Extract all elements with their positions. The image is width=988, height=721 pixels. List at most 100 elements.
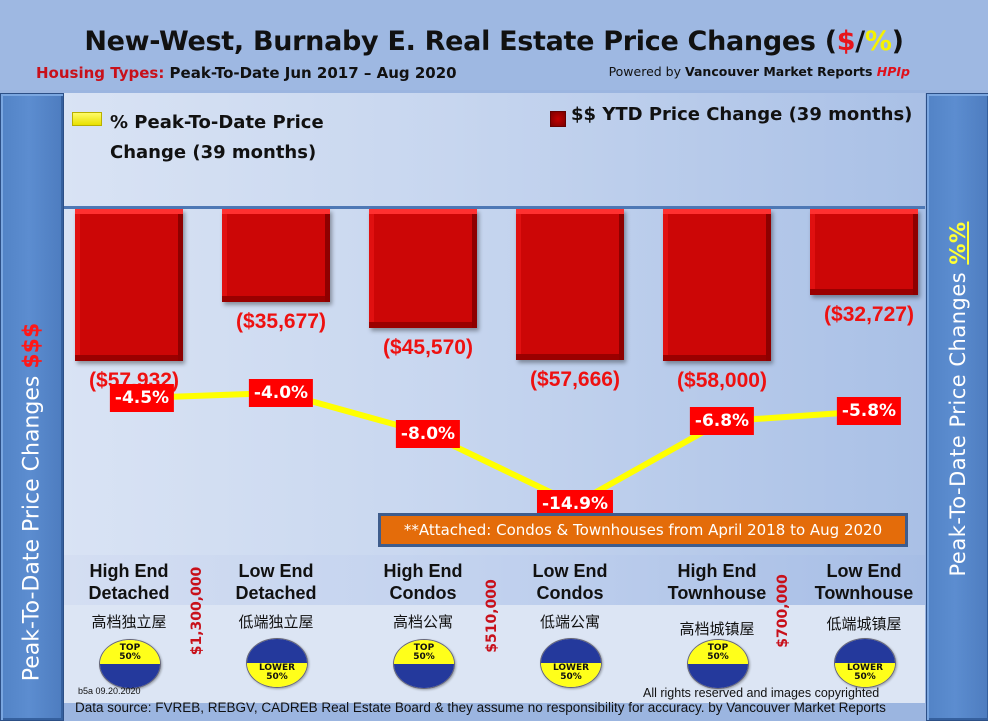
badge-line2: 50% [266, 672, 288, 682]
percent-label: -6.8% [689, 407, 755, 436]
left-axis-banner: Peak-To-Date Price Changes $$$ [0, 93, 64, 721]
category-chinese-label: 低端公寓 [539, 613, 601, 631]
threshold-detached: $1,300,000 [189, 566, 205, 656]
badge-line2: 50% [560, 672, 582, 682]
title-close: ) [891, 26, 904, 57]
legend-bar-swatch [550, 111, 566, 127]
legend-bar-label: $$ YTD Price Change (39 months) [571, 104, 913, 125]
percent-label: -8.0% [395, 419, 461, 448]
percent-label: -5.8% [836, 397, 902, 426]
data-source-note: Data source: FVREB, REBGV, CADREB Real E… [75, 700, 886, 715]
category-chinese-label: 低端独立屋 [238, 613, 314, 631]
price-bar-label: ($35,677) [236, 310, 326, 334]
badge-line1: LOWER [552, 663, 590, 673]
subtitle: Housing Types: Peak-To-Date Jun 2017 – A… [36, 64, 457, 82]
chart-title: New-West, Burnaby E. Real Estate Price C… [0, 26, 988, 57]
category-label: High End Detached [64, 560, 194, 604]
badge-line1: TOP [119, 643, 141, 653]
attached-note-banner: **Attached: Condos & Townhouses from Apr… [378, 513, 908, 547]
category-label: High End Townhouse [652, 560, 782, 604]
price-bar-label: ($58,000) [677, 369, 767, 392]
badge-line2: 50% [119, 652, 141, 662]
legend-line-swatch [72, 112, 102, 126]
category-line1: Low End [532, 561, 608, 581]
price-bar [663, 209, 771, 361]
category-label: Low End Detached [211, 560, 341, 604]
category-line1: Low End [826, 561, 902, 581]
lower-50-badge-icon: LOWER 50% [540, 638, 602, 688]
powered-prefix: Powered by [608, 64, 685, 79]
category-line1: Low End [238, 561, 314, 581]
category-line1: High End [89, 561, 169, 581]
title-main: New-West, Burnaby E. Real Estate Price C… [84, 26, 837, 57]
badge-text: LOWER 50% [835, 664, 895, 682]
powered-by: Powered by Vancouver Market Reports HPIp [609, 64, 910, 79]
category-chinese-label: 高档公寓 [392, 613, 454, 631]
price-bar-label: ($32,727) [824, 302, 914, 326]
price-bar-label: ($57,666) [530, 368, 620, 392]
copyright-note: All rights reserved and images copyright… [643, 686, 880, 700]
badge-line1: TOP [707, 643, 729, 653]
legend-line-label: % Peak-To-Date Price Change (39 months) [110, 112, 324, 163]
header [0, 0, 988, 90]
powered-brand: Vancouver Market Reports [685, 64, 877, 79]
badge-panel [63, 605, 925, 703]
percent-label: -4.5% [109, 383, 175, 412]
right-axis-text: Peak-To-Date Price Changes [946, 264, 970, 577]
category-label: High End Condos [358, 560, 488, 604]
badge-line1: TOP [413, 643, 435, 653]
category-chinese-label: 高档独立屋 [91, 613, 167, 631]
category-line1: High End [383, 561, 463, 581]
top-50-badge-icon: TOP 50% [393, 639, 455, 689]
top-50-badge-icon: TOP 50% [99, 639, 161, 689]
title-pct: % [864, 26, 892, 57]
left-axis-accent: $$$ [19, 322, 45, 369]
category-line2: Townhouse [667, 583, 767, 603]
badge-line1: LOWER [846, 663, 884, 673]
price-bar [516, 209, 624, 361]
right-axis-accent: %% [946, 221, 970, 265]
title-slash: / [855, 26, 865, 57]
version-stamp: b5a 09.20.2020 [78, 686, 141, 696]
category-line2: Condos [389, 583, 457, 603]
top-50-badge-icon: TOP 50% [687, 639, 749, 689]
zero-axis [63, 206, 925, 209]
category-line2: Detached [88, 583, 170, 603]
badge-text: TOP 50% [688, 644, 748, 662]
badge-line2: 50% [707, 652, 729, 662]
badge-text: TOP 50% [394, 644, 454, 662]
badge-text: TOP 50% [100, 644, 160, 662]
category-panel [63, 555, 925, 605]
category-line2: Detached [235, 583, 317, 603]
badge-line2: 50% [413, 652, 435, 662]
category-label: Low End Townhouse [799, 560, 929, 604]
category-chinese-label: 高档城镇屋 [679, 620, 755, 638]
price-bar [222, 209, 330, 303]
category-line2: Condos [536, 583, 604, 603]
threshold-townhouse: $700,000 [775, 574, 791, 648]
price-bar [75, 209, 183, 361]
category-chinese-label: 低端城镇屋 [826, 615, 902, 633]
title-dollar: $ [836, 26, 856, 57]
right-axis-title: Peak-To-Date Price Changes %% [946, 222, 970, 577]
right-axis-banner: Peak-To-Date Price Changes %% [926, 93, 988, 721]
powered-hpi: HPIp [876, 64, 910, 79]
left-axis-title: Peak-To-Date Price Changes $$$ [20, 323, 45, 682]
badge-text: LOWER 50% [541, 664, 601, 682]
category-line2: Townhouse [814, 583, 914, 603]
badge-line1: LOWER [258, 663, 296, 673]
left-axis-text: Peak-To-Date Price Changes [19, 368, 45, 682]
lower-50-badge-icon: LOWER 50% [834, 638, 896, 688]
badge-text: LOWER 50% [247, 664, 307, 682]
category-line1: High End [677, 561, 757, 581]
price-bar [369, 209, 477, 329]
subtitle-period: Peak-To-Date Jun 2017 – Aug 2020 [164, 64, 457, 82]
badge-line2: 50% [854, 672, 876, 682]
price-bar [810, 209, 918, 295]
lower-50-badge-icon: LOWER 50% [246, 638, 308, 688]
price-bar-label: ($45,570) [383, 336, 473, 360]
percent-label: -4.0% [248, 378, 314, 407]
threshold-condos: $510,000 [484, 579, 500, 653]
category-label: Low End Condos [505, 560, 635, 604]
subtitle-label: Housing Types: [36, 64, 165, 82]
